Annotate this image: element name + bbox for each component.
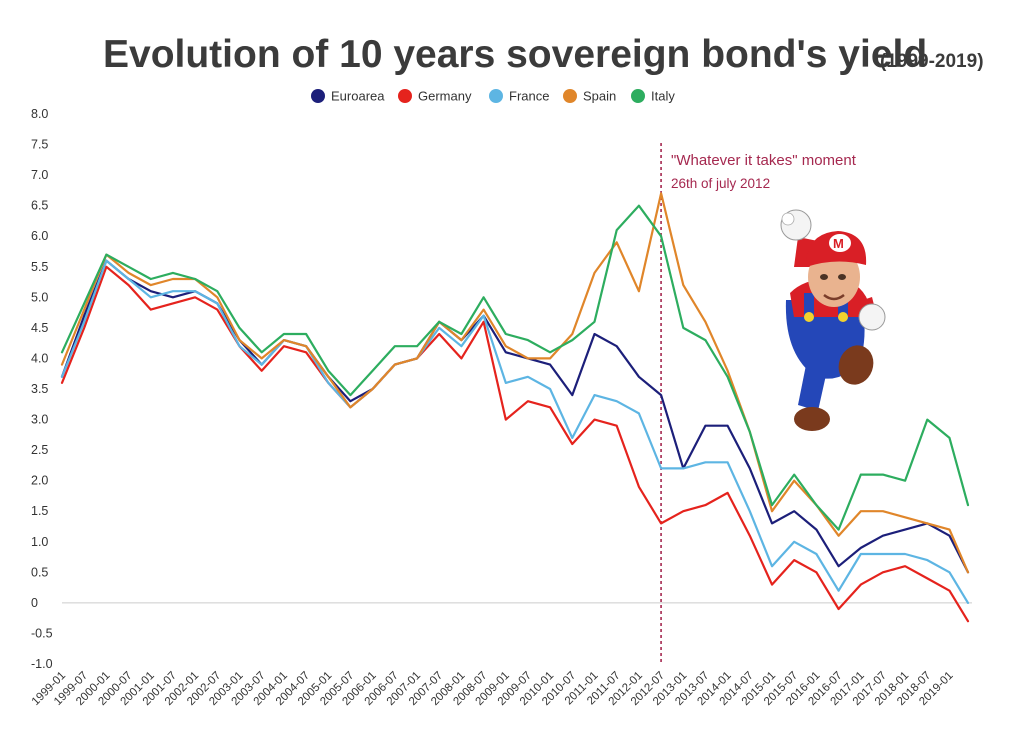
y-tick-label: 3.5: [31, 382, 48, 396]
y-tick-label: 7.5: [31, 138, 48, 152]
legend: Euroarea Germany France Spain Italy: [311, 89, 675, 104]
legend-marker-italy: [631, 89, 645, 103]
series-line-italy: [60, 204, 970, 531]
y-tick-label: 1.5: [31, 504, 48, 518]
y-tick-label: 4.5: [31, 321, 48, 335]
legend-label-france: France: [509, 89, 549, 104]
chart-subtitle: (1999-2019): [880, 51, 984, 72]
y-tick-label: -0.5: [31, 626, 53, 640]
y-tick-label: 0.5: [31, 565, 48, 579]
series-group: [60, 192, 970, 623]
chart-title: Evolution of 10 years sovereign bond's y…: [103, 33, 927, 76]
annotation-date: 26th of july 2012: [671, 176, 770, 191]
y-tick-label: 5.5: [31, 260, 48, 274]
y-tick-label: 2.0: [31, 474, 48, 488]
legend-label-italy: Italy: [651, 89, 675, 104]
legend-label-euroarea: Euroarea: [331, 89, 385, 104]
y-tick-label: 6.0: [31, 229, 48, 243]
mario-draghi-illustration: M: [780, 209, 886, 431]
y-tick-label: 5.0: [31, 290, 48, 304]
legend-label-germany: Germany: [418, 89, 472, 104]
y-tick-label: 7.0: [31, 168, 48, 182]
y-tick-label: 1.0: [31, 535, 48, 549]
annotation-label: "Whatever it takes" moment: [671, 152, 857, 169]
x-axis: 1999-011999-072000-012000-072001-012001-…: [30, 670, 956, 708]
y-tick-label: 3.0: [31, 413, 48, 427]
y-tick-label: 0: [31, 596, 38, 610]
legend-marker-germany: [398, 89, 412, 103]
y-tick-label: 8.0: [31, 107, 48, 121]
svg-text:M: M: [833, 236, 844, 251]
y-tick-label: 6.5: [31, 199, 48, 213]
y-tick-label: 4.0: [31, 351, 48, 365]
y-axis: 8.0 7.5 7.0 6.5 6.0 5.5 5.0 4.5 4.0 3.5 3.0 2.5 2.0 1…: [31, 107, 53, 671]
legend-marker-france: [489, 89, 503, 103]
annotation: "Whatever it takes" moment 26th of july …: [660, 143, 857, 662]
series-line-france: [60, 259, 970, 605]
y-tick-label: -1.0: [31, 657, 53, 671]
series-line-germany: [60, 265, 970, 623]
legend-label-spain: Spain: [583, 89, 616, 104]
legend-marker-euroarea: [311, 89, 325, 103]
legend-marker-spain: [563, 89, 577, 103]
y-tick-label: 2.5: [31, 443, 48, 457]
